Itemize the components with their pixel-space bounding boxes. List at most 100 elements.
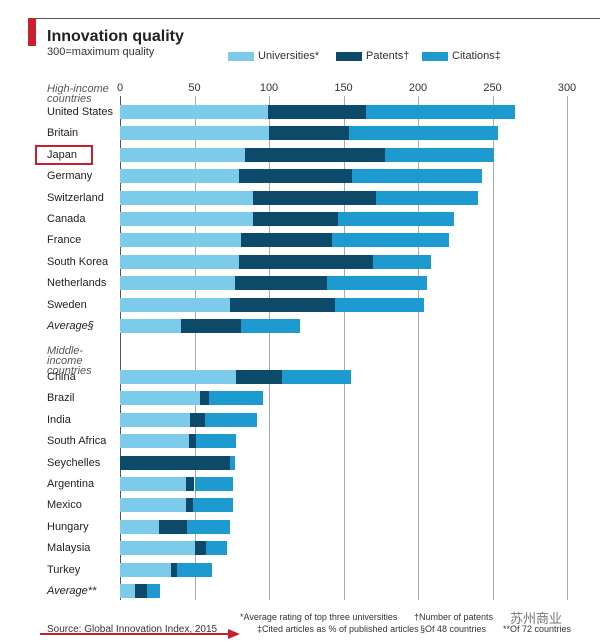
row-label: Britain <box>47 127 79 140</box>
bar-patents <box>134 584 147 598</box>
bar-patents <box>200 391 210 406</box>
bar-patents <box>239 254 374 269</box>
bar-universities <box>120 212 253 226</box>
footnote-universities: *Average rating of top three universitie… <box>240 612 398 622</box>
bar-citations <box>146 584 161 598</box>
bar-patents <box>267 105 366 119</box>
highlight-box-japan <box>35 145 93 165</box>
row-label: India <box>47 413 71 426</box>
bar-citations <box>376 190 478 205</box>
arrow-line <box>40 633 230 635</box>
bar-citations <box>209 391 264 406</box>
row-label: France <box>47 234 82 247</box>
bar-patents <box>188 434 196 449</box>
bar-universities <box>120 276 235 291</box>
x-tick-label: 50 <box>188 82 201 94</box>
row-label: Malaysia <box>47 542 91 555</box>
bar-universities <box>120 434 189 449</box>
bar-universities <box>120 319 182 333</box>
bar-universities <box>120 126 269 141</box>
footnote-high-income-average: §Of 48 countries <box>420 624 487 634</box>
bar-patents <box>234 276 328 291</box>
legend-patents: Patents† <box>336 50 409 62</box>
bar-citations <box>194 477 234 491</box>
row-label: Germany <box>47 170 93 183</box>
row-label: Brazil <box>47 392 75 405</box>
bar-universities <box>120 169 240 184</box>
bar-universities <box>120 233 241 248</box>
chart-title: Innovation quality <box>47 28 184 45</box>
row-label: Turkey <box>47 563 81 576</box>
gridline <box>194 96 196 600</box>
bar-patents <box>120 455 231 470</box>
source-note: Source: Global Innovation Index, 2015 <box>47 624 218 635</box>
bar-citations <box>282 370 351 384</box>
footnote-patents: †Number of patents <box>414 612 494 622</box>
top-rule <box>28 18 600 19</box>
gridline <box>567 96 568 600</box>
group-label: Middle-income countries <box>47 345 92 377</box>
bar-universities <box>120 541 195 556</box>
bar-patents <box>239 169 353 184</box>
bar-citations <box>195 434 237 449</box>
brand-tab <box>28 18 36 46</box>
bar-universities <box>120 498 186 513</box>
bar-patents <box>230 297 335 312</box>
bar-patents <box>252 190 377 205</box>
legend-swatch-universities <box>228 51 254 61</box>
bar-universities <box>120 412 191 427</box>
bar-citations <box>385 147 494 162</box>
bar-patents <box>252 212 338 226</box>
bar-citations <box>204 412 258 427</box>
x-tick-label: 250 <box>483 82 502 94</box>
bar-universities <box>120 584 135 598</box>
bar-citations <box>334 297 424 312</box>
x-tick-label: 150 <box>334 82 353 94</box>
row-label: China <box>47 371 76 383</box>
gridline <box>343 96 345 600</box>
row-label: Canada <box>47 213 86 225</box>
legend-label: Citations‡ <box>452 50 501 62</box>
bar-universities <box>120 562 171 577</box>
bar-citations <box>331 233 450 248</box>
bar-universities <box>120 190 253 205</box>
bar-patents <box>158 519 188 534</box>
row-label: Seychelles <box>47 456 101 469</box>
bar-universities <box>120 391 201 406</box>
bar-citations <box>230 455 235 470</box>
bar-patents <box>181 319 241 333</box>
x-tick-label: 100 <box>259 82 279 94</box>
row-label: Hungary <box>47 520 89 533</box>
row-label: Average§ <box>47 320 94 332</box>
row-label: South Korea <box>47 255 109 268</box>
gridline <box>492 96 494 600</box>
bar-patents <box>194 541 207 556</box>
legend-label: Universities* <box>258 50 320 62</box>
legend-citations: Citations‡ <box>422 50 501 62</box>
x-tick-label: 0 <box>116 82 124 94</box>
bar-universities <box>120 519 159 534</box>
bar-citations <box>365 105 515 119</box>
bar-patents <box>240 233 332 248</box>
bar-citations <box>176 562 213 577</box>
row-label: South Africa <box>47 435 107 448</box>
row-label: Mexico <box>47 499 82 512</box>
gridline <box>120 96 121 600</box>
x-tick-label: 300 <box>557 82 577 94</box>
row-label: Sweden <box>47 298 87 311</box>
bar-patents <box>245 147 386 162</box>
bar-patents <box>269 126 350 141</box>
legend-label: Patents† <box>366 50 410 62</box>
bar-citations <box>193 498 234 513</box>
bar-citations <box>352 169 483 184</box>
bar-universities <box>120 297 231 312</box>
bar-citations <box>327 276 427 291</box>
bar-citations <box>373 254 432 269</box>
legend-swatch-citations <box>422 51 448 61</box>
bar-patents <box>236 370 283 384</box>
bar-universities <box>120 147 246 162</box>
bar-universities <box>120 370 237 384</box>
footnote-middle-income-average: **Of 72 countries <box>503 624 572 634</box>
bar-universities <box>120 105 268 119</box>
bar-citations <box>337 212 454 226</box>
